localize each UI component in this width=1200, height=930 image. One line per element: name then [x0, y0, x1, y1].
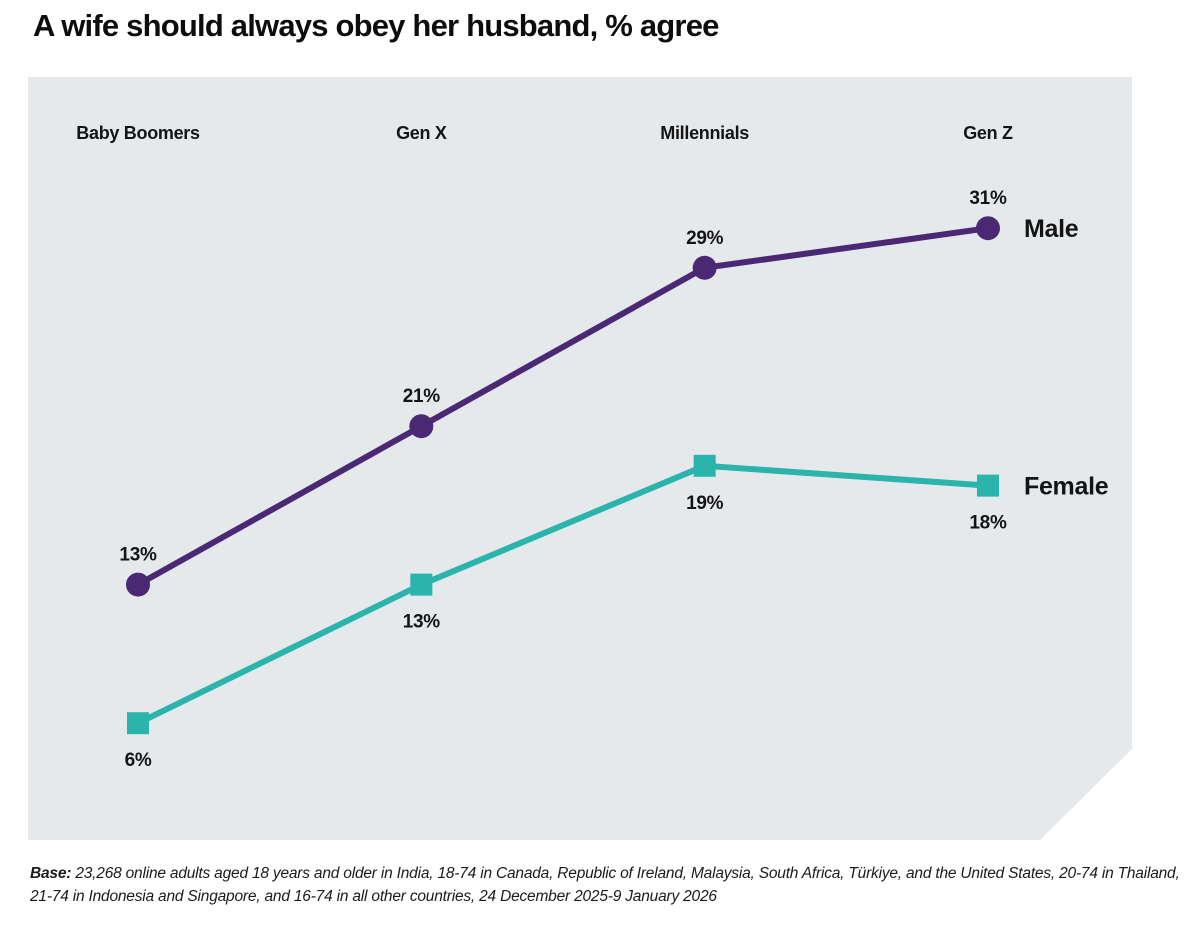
male-marker-baby-boomers — [126, 573, 150, 597]
female-marker-millennials — [694, 455, 716, 477]
female-value-label-gen-x: 13% — [403, 612, 441, 633]
female-line — [138, 466, 988, 723]
base-note-text: 23,268 online adults aged 18 years and o… — [30, 865, 1180, 905]
male-line — [138, 228, 988, 584]
female-value-label-millennials: 19% — [686, 493, 724, 514]
series-label-male: Male — [1024, 215, 1079, 243]
base-note-prefix: Base: — [30, 865, 72, 882]
male-value-label-baby-boomers: 13% — [119, 545, 157, 566]
female-marker-gen-z — [977, 475, 999, 497]
category-label-millennials: Millennials — [660, 123, 749, 143]
category-label-gen-x: Gen X — [396, 123, 447, 143]
male-marker-gen-x — [409, 414, 433, 438]
chart-panel: Baby Boomers Gen X Millennials Gen Z 13% 21% 2… — [28, 77, 1132, 840]
male-value-label-gen-x: 21% — [403, 386, 441, 407]
female-value-label-baby-boomers: 6% — [125, 750, 152, 771]
female-value-label-gen-z: 18% — [969, 513, 1007, 534]
line-chart: Baby Boomers Gen X Millennials Gen Z 13% 21% 2… — [28, 77, 1132, 840]
category-label-gen-z: Gen Z — [963, 123, 1013, 143]
series-label-female: Female — [1024, 473, 1109, 501]
chart-title: A wife should always obey her husband, %… — [33, 8, 719, 43]
female-marker-gen-x — [410, 574, 432, 596]
male-marker-millennials — [693, 256, 717, 280]
male-marker-gen-z — [976, 216, 1000, 240]
base-note: Base: 23,268 online adults aged 18 years… — [30, 862, 1180, 908]
male-value-label-millennials: 29% — [686, 228, 724, 249]
male-value-label-gen-z: 31% — [969, 188, 1007, 209]
female-marker-baby-boomers — [127, 712, 149, 734]
category-label-baby-boomers: Baby Boomers — [76, 123, 200, 143]
